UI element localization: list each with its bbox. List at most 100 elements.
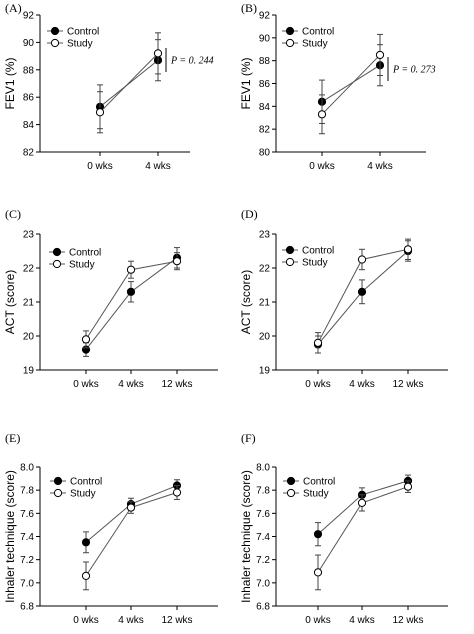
legend-label: Study [303,489,329,500]
chart-panel-4: (D) 19 20 21 22 23 0 wks 4 wks 12 wks ACT (score)… [239,207,448,390]
data-point-control [357,287,367,296]
y-tick-label: 86 [259,79,271,90]
legend-label: Control [70,477,102,488]
y-tick-label: 22 [259,264,271,275]
y-tick-label: 7.4 [256,532,270,543]
series-line-study [321,54,381,115]
y-tick-label: 7.0 [256,578,270,589]
y-tick-label: 23 [259,230,271,241]
legend-label: Control [302,27,334,38]
x-tick-label: 4 wks [349,379,375,390]
legend-marker-study [53,488,63,498]
x-tick-label: 4 wks [367,161,393,172]
data-point-study [357,255,367,264]
legend-label: Study [69,260,95,271]
legend-marker-control [53,476,63,486]
y-tick-label: 6.8 [256,602,270,613]
data-point-study [126,503,136,512]
x-tick-label: 12 wks [161,615,192,626]
p-value-annotation: P = 0. 273 [392,65,436,76]
y-tick-label: 82 [23,148,35,159]
y-tick-label: 88 [259,56,271,67]
x-tick-label: 12 wks [392,379,423,390]
y-tick-label: 86 [23,93,35,104]
data-point-study [172,488,182,497]
data-point-study [375,50,385,60]
chart-panel-5: (E) 6.8 7.0 7.2 7.4 7.6 7.8 8.0 0 wks 4 wks 12 wks… [3,431,218,626]
x-tick-label: 0 wks [305,615,331,626]
p-value-annotation: P = 0. 244 [170,56,214,67]
y-tick-label: 7.6 [256,509,270,520]
data-point-control [313,530,323,539]
y-tick-label: 88 [23,65,35,76]
y-tick-label: 19 [259,366,271,377]
data-point-study [81,335,91,344]
legend-marker-control [285,245,295,255]
y-tick-label: 7.0 [20,578,34,589]
y-tick-label: 90 [23,38,35,49]
series-line-study [99,53,159,113]
panel-label: (B) [241,1,257,15]
panel-label: (D) [241,207,258,221]
data-point-study [95,108,105,117]
data-point-study [126,265,136,274]
y-tick-label: 82 [259,125,271,136]
panel-label: (E) [5,431,20,445]
legend-marker-control [286,476,296,486]
y-tick-label: 84 [23,120,35,131]
data-point-control [126,287,136,296]
y-axis-title: ACT (score) [3,270,17,334]
legend-label: Control [303,477,335,488]
legend-label: Study [70,489,96,500]
y-tick-label: 22 [23,264,35,275]
x-tick-label: 4 wks [145,161,171,172]
legend-marker-control [52,247,62,257]
x-tick-label: 0 wks [309,161,335,172]
series-line-control [85,485,178,543]
y-axis-title: ACT (score) [239,270,253,334]
y-tick-label: 19 [23,366,35,377]
y-axis-title: Inhaler technique (score) [3,470,17,603]
legend-label: Study [302,258,328,269]
y-tick-label: 7.2 [256,555,270,566]
y-tick-label: 8.0 [256,463,270,474]
data-point-study [313,568,323,577]
series-line-control [317,250,409,345]
y-tick-label: 7.2 [20,555,34,566]
data-point-study [357,498,367,508]
chart-panel-1: (A) 82 84 86 88 90 92 0 wks 4 wks FEV1 (%) Control… [3,1,214,172]
series-line-control [317,480,409,535]
data-point-study [153,49,163,58]
chart-panel-2: (B) 80 82 84 86 88 90 92 0 wks 4 wks FEV1 (%) Contr… [239,1,436,172]
data-point-study [81,571,91,580]
legend-label: Study [302,39,328,50]
y-tick-label: 84 [259,102,271,113]
panel-label: (A) [5,1,22,15]
y-tick-label: 92 [259,11,271,22]
legend-marker-study [285,257,295,267]
x-tick-label: 4 wks [118,615,144,626]
legend-marker-study [286,488,296,498]
series-line-control [321,64,381,103]
x-tick-label: 4 wks [118,379,144,390]
x-tick-label: 0 wks [73,615,99,626]
x-tick-label: 12 wks [392,615,423,626]
y-axis-title: FEV1 (%) [3,57,17,109]
y-tick-label: 20 [23,332,35,343]
x-tick-label: 0 wks [73,379,99,390]
legend-label: Study [67,39,93,50]
legend-label: Control [67,27,99,38]
x-tick-label: 4 wks [349,615,375,626]
y-tick-label: 21 [23,298,35,309]
y-tick-label: 92 [23,11,35,22]
legend-marker-study [285,38,295,48]
y-tick-label: 7.8 [20,486,34,497]
data-point-study [317,110,327,119]
x-tick-label: 0 wks [87,161,113,172]
legend-label: Control [69,248,101,259]
data-point-study [403,245,413,254]
legend-label: Control [302,246,334,257]
chart-panel-6: (F) 6.8 7.0 7.2 7.4 7.6 7.8 8.0 0 wks 4 wks 12 wks… [239,431,448,626]
y-tick-label: 7.4 [20,532,34,543]
x-tick-label: 12 wks [161,379,192,390]
